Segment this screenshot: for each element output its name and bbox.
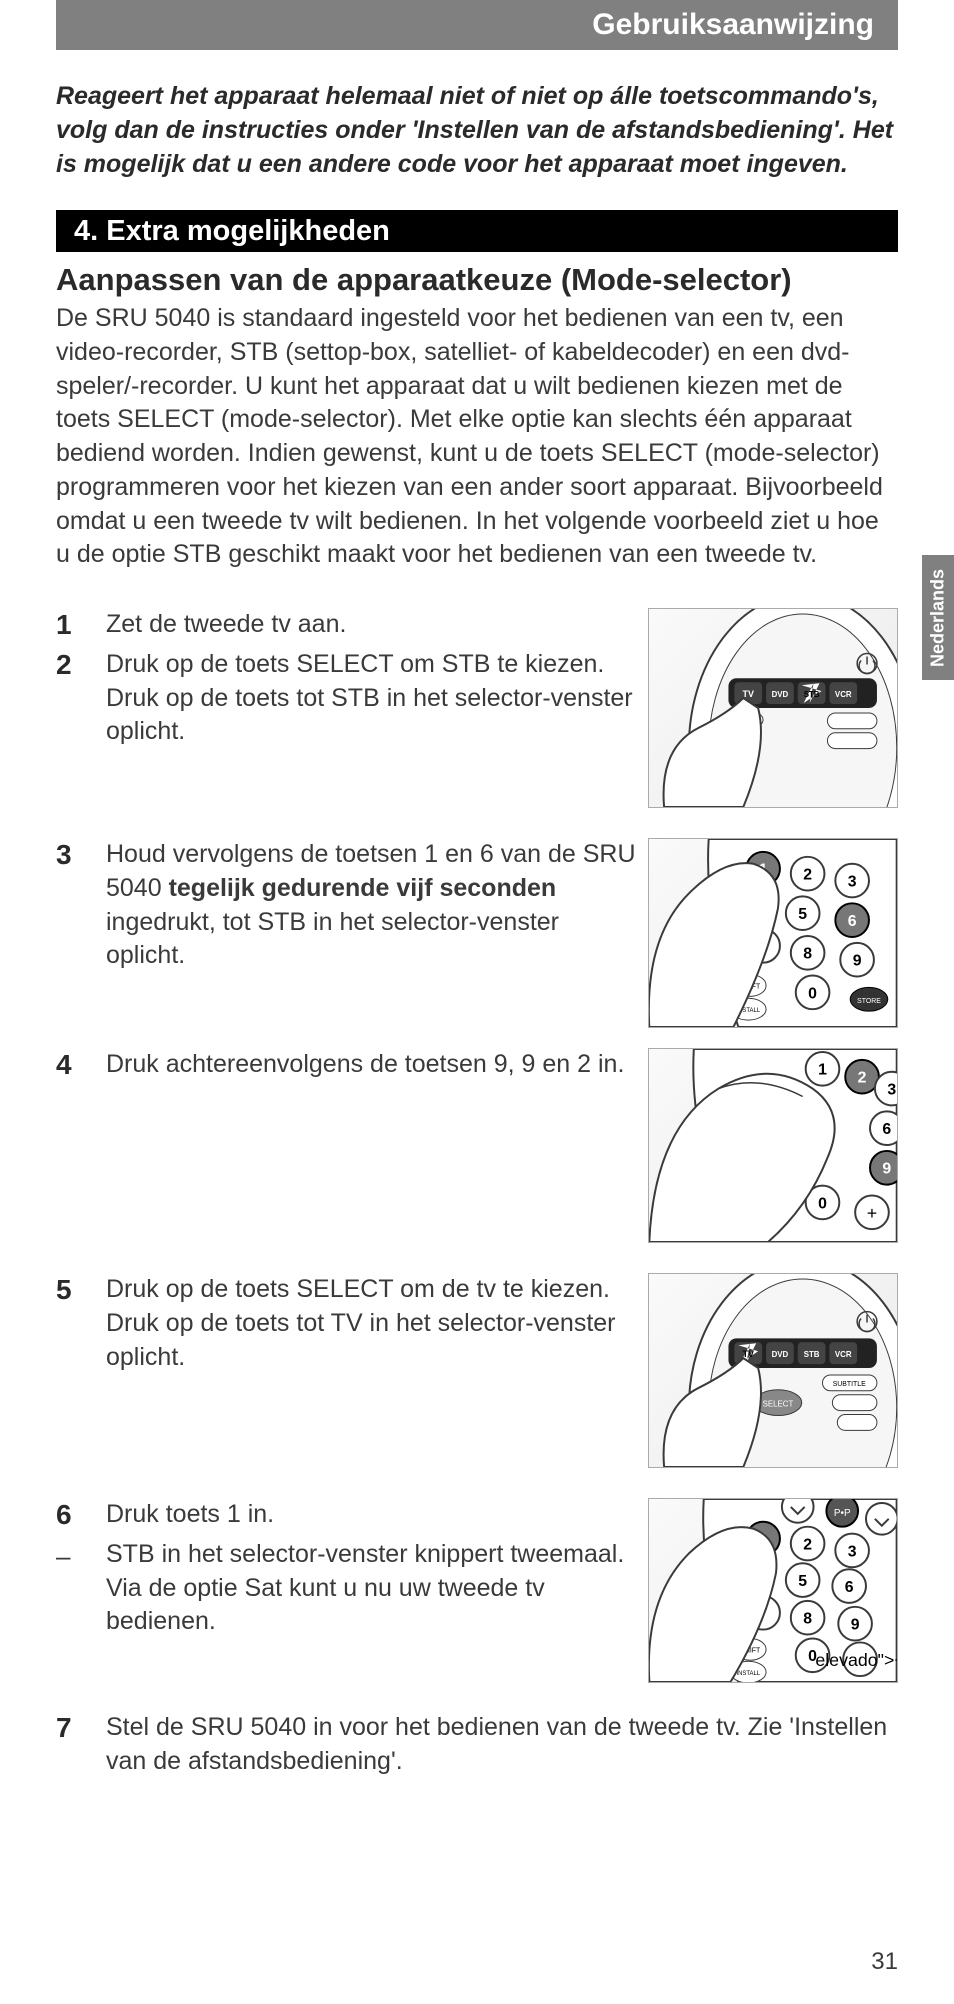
step-number: 5 <box>56 1273 106 1306</box>
svg-text:SELECT: SELECT <box>763 1400 794 1409</box>
language-tab: Nederlands <box>922 555 954 680</box>
svg-text:9: 9 <box>882 1161 891 1178</box>
step-6: 6 Druk toets 1 in. <box>56 1498 648 1532</box>
illustration-step5: TV DVD STB VCR SUBTITLE SELECT <box>648 1273 898 1468</box>
step-number: 4 <box>56 1048 106 1081</box>
step-row-5: 5 Druk op de toets SELECT om de tv te ki… <box>56 1273 898 1468</box>
step-dash: – <box>56 1538 106 1571</box>
step-text: Druk op de toets SELECT om de tv te kiez… <box>106 1273 648 1374</box>
header-title-bar: Gebruiksaanwijzing <box>56 0 898 50</box>
section-number: 4. <box>74 215 98 247</box>
svg-text:2: 2 <box>858 1070 867 1087</box>
step-number: 3 <box>56 838 106 871</box>
step-row-3: 3 Houd vervolgens de toetsen 1 en 6 van … <box>56 838 898 1028</box>
svg-text:3: 3 <box>848 873 857 890</box>
svg-text:INSTALL: INSTALL <box>736 1671 760 1677</box>
svg-text:0: 0 <box>818 1195 827 1212</box>
svg-text:P•P: P•P <box>834 1508 851 1519</box>
step-number: 2 <box>56 648 106 681</box>
illustration-step6: P•P 1 2 3 5 6 7 8 9 0 elevado">+ SHIFT I… <box>648 1498 898 1683</box>
step-text: STB in het selector-venster knippert twe… <box>106 1538 648 1639</box>
svg-text:+: + <box>867 1203 877 1223</box>
svg-text:2: 2 <box>803 1536 812 1553</box>
step3-bold: tegelijk gedurende vijf seconden <box>169 874 557 902</box>
step-text: Houd vervolgens de toetsen 1 en 6 van de… <box>106 838 648 973</box>
step-text: Druk toets 1 in. <box>106 1498 648 1532</box>
step-5: 5 Druk op de toets SELECT om de tv te ki… <box>56 1273 648 1374</box>
step-row-6: 6 Druk toets 1 in. – STB in het selector… <box>56 1498 898 1683</box>
language-tab-label: Nederlands <box>928 568 949 666</box>
svg-text:2: 2 <box>803 867 812 884</box>
svg-text:VCR: VCR <box>835 690 852 699</box>
header-title: Gebruiksaanwijzing <box>56 0 898 50</box>
step-6-note: – STB in het selector-venster knippert t… <box>56 1538 648 1639</box>
svg-text:5: 5 <box>798 1573 807 1590</box>
step-row-1-2: 1 Zet de tweede tv aan. 2 Druk op de toe… <box>56 608 898 808</box>
svg-text:9: 9 <box>851 1617 860 1634</box>
step-7: 7 Stel de SRU 5040 in voor het bedienen … <box>56 1711 898 1779</box>
step-1: 1 Zet de tweede tv aan. <box>56 608 648 642</box>
intro-paragraph: Reageert het apparaat helemaal niet of n… <box>56 80 898 181</box>
svg-text:STORE: STORE <box>857 998 881 1005</box>
svg-text:0: 0 <box>808 985 817 1002</box>
step-text: Druk op de toets SELECT om STB te kiezen… <box>106 648 648 749</box>
step-text: Druk achtereenvolgens de toetsen 9, 9 en… <box>106 1048 648 1082</box>
illustration-step2: TV DVD STB VCR LEARN <box>648 608 898 808</box>
svg-text:VCR: VCR <box>835 1350 852 1359</box>
step-number: 6 <box>56 1498 106 1531</box>
svg-text:elevado">+: elevado">+ <box>815 1650 897 1670</box>
body-paragraph: De SRU 5040 is standaard ingesteld voor … <box>56 302 898 572</box>
svg-text:DVD: DVD <box>772 690 789 699</box>
svg-text:DVD: DVD <box>772 1350 789 1359</box>
page-number: 31 <box>871 1948 898 1976</box>
svg-text:9: 9 <box>853 953 862 970</box>
step-row-4: 4 Druk achtereenvolgens de toetsen 9, 9 … <box>56 1048 898 1243</box>
svg-text:3: 3 <box>848 1543 857 1560</box>
step-3: 3 Houd vervolgens de toetsen 1 en 6 van … <box>56 838 648 973</box>
section-heading: 4. Extra mogelijkheden <box>56 210 898 252</box>
svg-text:3: 3 <box>887 1082 896 1099</box>
svg-text:5: 5 <box>798 906 807 923</box>
illustration-step3: 1 2 3 5 6 7 8 9 0 SHIFT INSTALL STORE <box>648 838 898 1028</box>
svg-text:SUBTITLE: SUBTITLE <box>833 1381 866 1388</box>
svg-text:8: 8 <box>803 1611 812 1628</box>
step-4: 4 Druk achtereenvolgens de toetsen 9, 9 … <box>56 1048 648 1082</box>
illustration-step4: 1 2 3 4 6 9 0 + <box>648 1048 898 1243</box>
step-text: Zet de tweede tv aan. <box>106 608 648 642</box>
svg-text:6: 6 <box>882 1121 891 1138</box>
steps-list: 1 Zet de tweede tv aan. 2 Druk op de toe… <box>56 608 898 1785</box>
step-number: 7 <box>56 1711 106 1744</box>
svg-text:STB: STB <box>804 690 820 699</box>
step-text: Stel de SRU 5040 in voor het bedienen va… <box>106 1711 898 1779</box>
svg-text:6: 6 <box>845 1579 854 1596</box>
svg-text:8: 8 <box>803 946 812 963</box>
section-heading-bar: 4. Extra mogelijkheden <box>56 210 898 252</box>
step-2: 2 Druk op de toets SELECT om STB te kiez… <box>56 648 648 749</box>
top-bar: Gebruiksaanwijzing <box>0 0 954 50</box>
section-title: Extra mogelijkheden <box>106 215 390 247</box>
svg-text:STB: STB <box>804 1350 820 1359</box>
step-number: 1 <box>56 608 106 641</box>
subsection-title: Aanpassen van de apparaatkeuze (Mode-sel… <box>56 262 898 298</box>
svg-text:1: 1 <box>818 1062 827 1079</box>
svg-text:6: 6 <box>848 913 857 930</box>
step3-post: ingedrukt, tot STB in het selector-venst… <box>106 908 559 970</box>
